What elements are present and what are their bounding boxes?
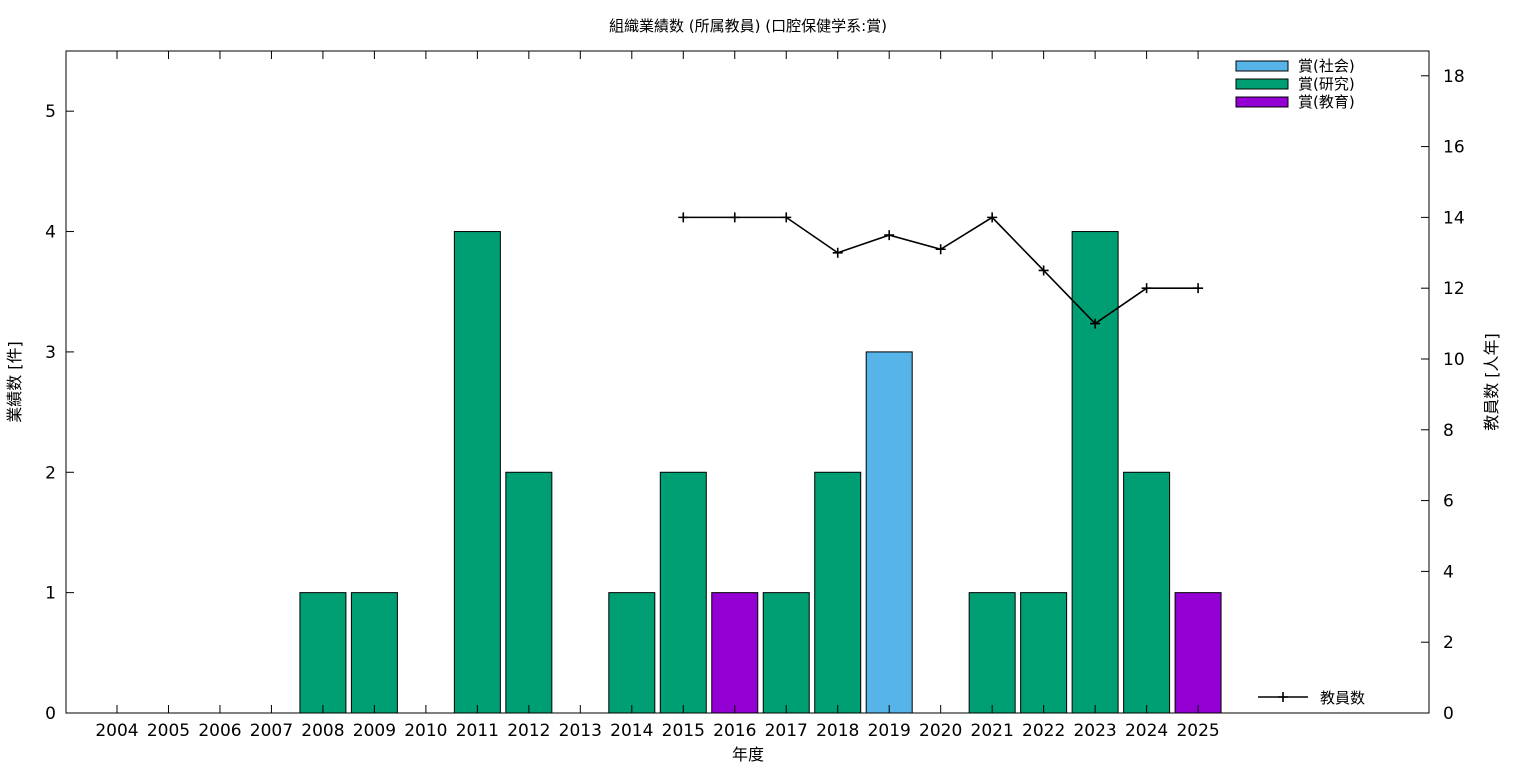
x-tick-label: 2017 [765, 721, 808, 741]
bar [608, 592, 656, 714]
y-axis-label: 業績数 [件] [5, 341, 24, 423]
x-tick-label: 2024 [1125, 721, 1168, 741]
legend-label: 賞(研究) [1298, 75, 1355, 93]
x-tick-label: 2013 [559, 721, 602, 741]
bar [505, 471, 553, 714]
y2-tick-label: 16 [1443, 138, 1465, 158]
y-tick-label: 3 [45, 343, 56, 363]
x-axis-label: 年度 [732, 745, 764, 764]
y2-tick-label: 6 [1443, 492, 1454, 512]
x-tick-label: 2018 [816, 721, 859, 741]
y-tick-label: 1 [45, 584, 56, 604]
bar [762, 592, 810, 714]
line-point [1193, 283, 1204, 294]
x-tick-label: 2006 [198, 721, 241, 741]
x-tick-label: 2016 [713, 721, 756, 741]
bar [350, 592, 398, 714]
x-tick-label: 2007 [250, 721, 293, 741]
x-tick-label: 2022 [1022, 721, 1065, 741]
line-point [781, 212, 792, 223]
bar [1071, 231, 1119, 714]
x-tick-label: 2019 [868, 721, 911, 741]
line-point [729, 212, 740, 223]
y2-tick-label: 2 [1443, 633, 1454, 653]
x-tick-label: 2008 [301, 721, 344, 741]
bar [1020, 592, 1068, 714]
x-tick-label: 2004 [95, 721, 138, 741]
legend-swatch [1235, 60, 1289, 72]
x-tick-label: 2025 [1176, 721, 1219, 741]
x-tick-label: 2011 [456, 721, 499, 741]
y-tick-label: 0 [45, 704, 56, 724]
line-point [1141, 283, 1152, 294]
bar [865, 351, 913, 714]
x-tick-label: 2012 [507, 721, 550, 741]
y2-tick-label: 8 [1443, 421, 1454, 441]
bars-layer [299, 231, 1222, 714]
series-line [683, 216, 1199, 325]
x-tick-label: 2020 [919, 721, 962, 741]
y2-tick-label: 14 [1443, 208, 1465, 228]
bar [968, 592, 1016, 714]
line-point [1038, 265, 1049, 276]
y2-tick-label: 18 [1443, 67, 1465, 87]
x-tick-label: 2023 [1073, 721, 1116, 741]
x-tick-label: 2010 [404, 721, 447, 741]
legend-swatch [1235, 96, 1289, 108]
y-tick-label: 5 [45, 102, 56, 122]
line-point [935, 244, 946, 255]
line-point [987, 212, 998, 223]
y2-tick-label: 10 [1443, 350, 1465, 370]
x-tick-label: 2014 [610, 721, 653, 741]
y2-tick-label: 12 [1443, 279, 1465, 299]
x-tick-label: 2009 [353, 721, 396, 741]
legend-label: 賞(教育) [1298, 93, 1355, 111]
x-tick-label: 2021 [971, 721, 1014, 741]
y2-tick-label: 0 [1443, 704, 1454, 724]
y-tick-label: 2 [45, 463, 56, 483]
plot-frame [65, 50, 1430, 714]
y2-axis-label: 教員数 [人年] [1482, 333, 1501, 431]
line-layer [678, 212, 1204, 329]
legend: 賞(社会)賞(研究)賞(教育) 教員数 [1235, 57, 1365, 707]
bar [1123, 471, 1171, 714]
bar [711, 592, 759, 714]
legend-line-label: 教員数 [1320, 689, 1365, 707]
line-point [1090, 318, 1101, 329]
line-point [678, 212, 689, 223]
legend-line-marker [1278, 692, 1288, 702]
bar [659, 471, 707, 714]
y2-tick-label: 4 [1443, 562, 1454, 582]
x-tick-label: 2015 [662, 721, 705, 741]
line-point [832, 247, 843, 258]
bar [1174, 592, 1222, 714]
bar [453, 231, 501, 714]
y-tick-label: 4 [45, 223, 56, 243]
legend-swatch [1235, 78, 1289, 90]
x-tick-label: 2005 [147, 721, 190, 741]
bar [299, 592, 347, 714]
legend-label: 賞(社会) [1298, 57, 1355, 75]
bar [814, 471, 862, 714]
chart-title: 組織業績数 (所属教員) (口腔保健学系:賞) [609, 17, 887, 35]
line-point [884, 230, 895, 241]
